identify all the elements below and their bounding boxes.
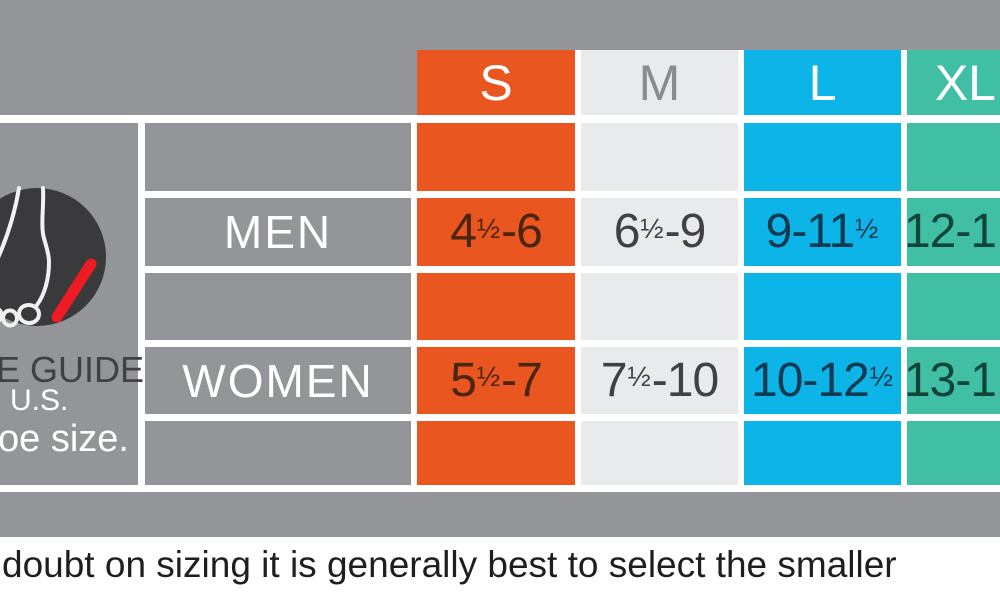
men-size-l-value: 9-11½ bbox=[765, 205, 879, 258]
spacer-cell-s bbox=[417, 421, 575, 485]
spacer-cell-xl bbox=[907, 421, 1000, 485]
header-separator bbox=[575, 50, 581, 115]
column-header-l: L bbox=[744, 50, 901, 115]
column-header-m: M bbox=[581, 50, 738, 115]
women-size-l-cell: 10-12½ bbox=[744, 347, 901, 414]
women-size-xl-value: 13-1 bbox=[903, 353, 997, 407]
spacer-cell-m bbox=[581, 421, 738, 485]
header-separator bbox=[738, 50, 744, 115]
women-size-xl-cell: 13-1 bbox=[903, 347, 1000, 414]
spacer-cell-l bbox=[744, 123, 901, 191]
column-header-m-label: M bbox=[638, 54, 681, 111]
men-size-s-cell: 4½-6 bbox=[417, 198, 575, 266]
header-separator bbox=[901, 50, 907, 115]
column-header-s-label: S bbox=[479, 54, 513, 111]
spacer-cell-xl bbox=[907, 273, 1000, 340]
footer-note: doubt on sizing it is generally best to … bbox=[2, 544, 897, 585]
spacer-cell-xl bbox=[907, 123, 1000, 191]
spacer-cell-m bbox=[581, 273, 738, 340]
us-label-fragment: U.S. bbox=[10, 384, 69, 417]
women-label: WOMEN bbox=[182, 354, 374, 407]
women-size-l-value: 10-12½ bbox=[751, 353, 893, 407]
size-guide-title-fragment: E GUIDE bbox=[0, 349, 145, 390]
women-size-m-cell: 7½-10 bbox=[581, 347, 738, 414]
spacer-cell bbox=[145, 123, 411, 191]
women-size-m-value: 7½-10 bbox=[600, 353, 719, 407]
column-header-s: S bbox=[417, 50, 575, 115]
men-size-m-cell: 6½-9 bbox=[581, 198, 738, 266]
red-measure-stroke bbox=[51, 258, 97, 323]
row-label-women: WOMEN bbox=[145, 347, 411, 414]
women-size-s-value: 5½-7 bbox=[450, 353, 543, 407]
column-header-xl-label: XL bbox=[934, 54, 996, 111]
women-size-s-cell: 5½-7 bbox=[417, 347, 575, 414]
men-size-m-value: 6½-9 bbox=[613, 205, 707, 258]
column-header-xl: XL bbox=[907, 50, 1000, 115]
spacer-cell bbox=[145, 273, 411, 340]
row-label-men: MEN bbox=[145, 198, 411, 266]
spacer-cell-s bbox=[417, 273, 575, 340]
spacer-cell-m bbox=[581, 123, 738, 191]
men-label: MEN bbox=[223, 206, 333, 258]
men-size-xl-value: 12-1 bbox=[903, 205, 997, 258]
shoe-size-label-fragment: oe size. bbox=[0, 418, 129, 460]
men-size-s-value: 4½-6 bbox=[450, 205, 543, 258]
column-header-l-label: L bbox=[808, 54, 837, 111]
spacer-cell bbox=[145, 421, 411, 485]
spacer-cell-l bbox=[744, 273, 901, 340]
men-size-xl-cell: 12-1 bbox=[903, 198, 1000, 266]
spacer-cell-l bbox=[744, 421, 901, 485]
foot-measure-icon bbox=[0, 186, 106, 328]
spacer-cell-s bbox=[417, 123, 575, 191]
men-size-l-cell: 9-11½ bbox=[744, 198, 901, 266]
